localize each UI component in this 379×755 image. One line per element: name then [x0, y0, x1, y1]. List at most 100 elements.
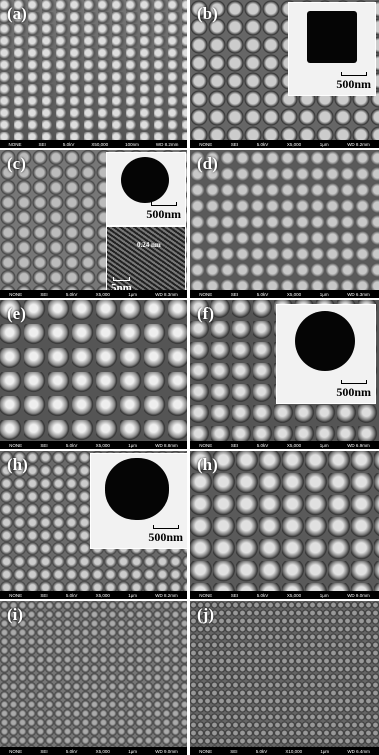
sem-info: 5.0kV: [65, 291, 78, 297]
tem-inset: 500nm: [106, 152, 186, 226]
micrograph-panel: (a) NONE SEI 5.0kV X50,000 100nm WD 8.2mm: [0, 0, 187, 148]
sem-info: X5,000: [286, 141, 302, 147]
sem-info: X50,000: [91, 141, 109, 147]
sem-info: 5.0kV: [256, 141, 269, 147]
panel-label: (f): [197, 304, 214, 323]
sem-info: WD 8.3mm: [155, 291, 178, 297]
panel-label: (a): [7, 4, 27, 23]
sem-info: X5,000: [95, 442, 110, 448]
sem-info: 1μm: [319, 592, 329, 598]
sem-info: 5.0kV: [65, 748, 78, 754]
sem-info: NONE: [8, 141, 22, 147]
sem-info: X5,000: [286, 442, 302, 448]
sem-info: X5,000: [286, 291, 302, 297]
sem-info-bar: NONE SEI 5.0kV X5,000 1μm WD 8.8mm: [0, 441, 187, 449]
sem-info: SEI: [40, 442, 48, 448]
sem-info: 1μm: [320, 748, 330, 754]
sem-info: WD 8.2mm: [347, 141, 370, 147]
tem-inset: 500nm: [90, 453, 187, 549]
micrograph-panel: (i) NONE SEI 5.0kV X5,000 1μm WD 9.0mm: [0, 601, 187, 755]
sem-info: WD 8.8mm: [155, 442, 178, 448]
sem-info: NONE: [199, 291, 213, 297]
panel-label: (e): [7, 304, 26, 323]
sem-info: 5.0kV: [65, 442, 78, 448]
scale-bar: 500nm: [148, 525, 183, 545]
sem-info: NONE: [199, 592, 213, 598]
sem-info: SEI: [230, 291, 239, 297]
sem-info-bar: NONE SEI 5.0kV X5,000 1μm WD 9.0mm: [0, 747, 187, 755]
tem-inset: 500nm: [276, 304, 376, 404]
panel-label: (b): [197, 4, 218, 23]
micrograph-panel: 500nm (h) NONE SEI 5.0kV X5,000 1μm WD 8.2mm: [0, 451, 187, 599]
sem-info: X5,000: [95, 291, 110, 297]
sem-info: SEI: [40, 291, 48, 297]
scale-bar: 500nm: [336, 380, 371, 400]
sem-info-bar: NONE SEI 5.0kV X5,000 1μm WD 9.0mm: [190, 591, 379, 599]
sem-info: 1μm: [128, 442, 138, 448]
sem-info: NONE: [199, 442, 213, 448]
sem-info: X5,000: [95, 592, 110, 598]
sem-info: SEI: [230, 442, 239, 448]
panel-label: (c): [7, 154, 26, 173]
lattice-spacing: 0.24 nm: [137, 241, 161, 249]
panel-label: (h): [197, 455, 218, 474]
sem-info-bar: NONE SEI 5.0kV X5,000 1μm WD 8.2mm: [190, 140, 379, 148]
sem-info-bar: NONE SEI 5.0kV X5,000 1μm WD 6.3mm: [190, 290, 379, 298]
micrograph-panel: 500nm 0.24 nm 5nm (c) NONE SEI 5.0kV X5,000 1μm W…: [0, 150, 187, 298]
sem-info: 1μm: [319, 442, 329, 448]
sem-info: X5,000: [286, 592, 302, 598]
sem-info: WD 9.0mm: [155, 748, 178, 754]
sem-info: 5.0kV: [62, 141, 75, 147]
sem-info: 1μm: [319, 141, 329, 147]
particle: [121, 157, 169, 203]
sem-info: 1μm: [128, 748, 138, 754]
sem-info-bar: NONE SEI 5.0kV X50,000 100nm WD 8.2mm: [0, 140, 187, 148]
sem-info: SEI: [230, 748, 238, 754]
micrograph-panel: 500nm (f) NONE SEI 5.0kV X5,000 1μm WD 6.9mm: [190, 300, 379, 449]
tem-inset: 500nm: [288, 2, 376, 96]
sem-info: WD 6.4mm: [347, 748, 370, 754]
particle: [105, 458, 169, 520]
sem-info: NONE: [9, 748, 23, 754]
scale-bar: 500nm: [336, 72, 371, 92]
micrograph-panel: (d) NONE SEI 5.0kV X5,000 1μm WD 6.3mm: [190, 150, 379, 298]
sem-info: X10,000: [285, 748, 303, 754]
sem-info: 100nm: [125, 141, 139, 147]
sem-info-bar: NONE SEI 5.0kV X5,000 1μm WD 6.9mm: [190, 441, 379, 449]
micrograph-panel: 500nm (b) NONE SEI 5.0kV X5,000 1μm WD 8.2mm: [190, 0, 379, 148]
sem-info: NONE: [9, 592, 23, 598]
sem-info: WD 8.2mm: [155, 592, 178, 598]
sem-info-bar: NONE SEI 5.0kV X5,000 1μm WD 8.2mm: [0, 591, 187, 599]
particle: [307, 11, 357, 63]
sem-info: X5,000: [95, 748, 110, 754]
sem-info-bar: NONE SEI 5.0kV X10,000 1μm WD 6.4mm: [190, 747, 379, 755]
sem-info: 1μm: [128, 291, 138, 297]
sem-info: 5.0kV: [256, 592, 269, 598]
micrograph-panel: (j) NONE SEI 5.0kV X10,000 1μm WD 6.4mm: [190, 601, 379, 755]
sem-info: 5.0kV: [255, 748, 268, 754]
panel-label: (j): [197, 605, 214, 624]
sem-info: 1μm: [319, 291, 329, 297]
sem-info: NONE: [199, 141, 213, 147]
sem-info: 5.0kV: [65, 592, 78, 598]
panel-label: (i): [7, 605, 24, 624]
panel-label: (d): [197, 154, 218, 173]
scale-bar: 500nm: [146, 202, 181, 222]
sem-info: WD 6.9mm: [347, 442, 370, 448]
sem-info: 5.0kV: [256, 291, 269, 297]
sem-info: NONE: [199, 748, 213, 754]
particle: [295, 311, 355, 371]
sem-info: SEI: [40, 748, 48, 754]
sem-info: 5.0kV: [256, 442, 269, 448]
hrtem-inset: 0.24 nm 5nm: [106, 226, 186, 298]
sem-info: SEI: [230, 592, 239, 598]
sem-info: SEI: [38, 141, 46, 147]
sem-info: 1μm: [128, 592, 138, 598]
micrograph-panel: (e) NONE SEI 5.0kV X5,000 1μm WD 8.8mm: [0, 300, 187, 449]
sem-info-bar: NONE SEI 5.0kV X5,000 1μm WD 8.3mm: [0, 290, 187, 298]
sem-info: WD 9.0mm: [347, 592, 370, 598]
sem-info: WD 6.3mm: [347, 291, 370, 297]
panel-label: (h): [7, 455, 28, 474]
sem-info: NONE: [9, 291, 23, 297]
